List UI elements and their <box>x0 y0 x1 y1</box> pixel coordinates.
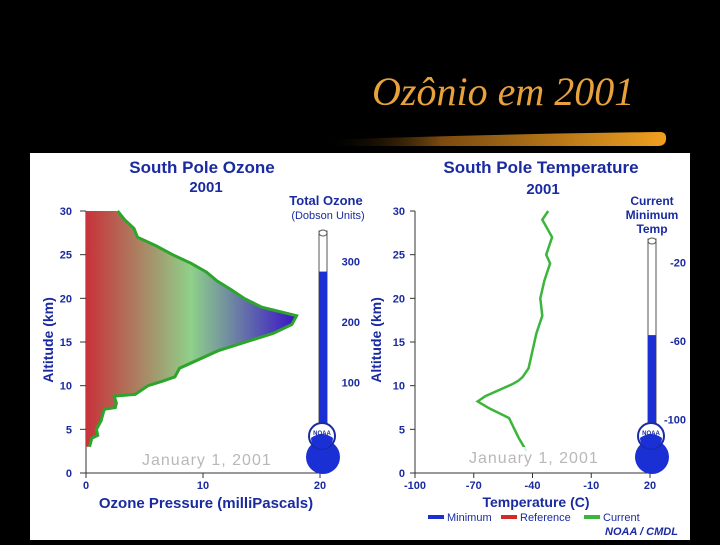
current-min-temp-label-word: Minimum <box>626 208 679 222</box>
ozone-x-tick-label: 20 <box>314 480 326 492</box>
current-min-temp-label-word: Current <box>630 194 673 208</box>
chart-panel: South Pole Ozone 2001 Altitude (km) Ozon… <box>30 153 690 540</box>
legend-label-reference: Reference <box>520 512 571 524</box>
thermometer-cap <box>647 237 657 245</box>
ozone-title: South Pole Ozone <box>129 158 274 177</box>
ozone-y-tick-label: 5 <box>66 424 72 436</box>
temp-x-tick-label: -100 <box>404 480 426 492</box>
temp-legend: Minimum Reference Current <box>428 512 640 524</box>
temp-x-tick-label: -10 <box>583 480 599 492</box>
thermometer-fill <box>648 335 656 443</box>
legend-label-minimum: Minimum <box>447 512 492 524</box>
ozone-x-tick-label: 0 <box>83 480 89 492</box>
thermometer-tick-label: 200 <box>342 317 360 329</box>
ozone-xlabel: Ozone Pressure (milliPascals) <box>99 495 313 512</box>
noaa-logo-text: NOAA <box>642 431 660 437</box>
noaa-cmdl-credit: NOAA / CMDL <box>605 526 678 538</box>
total-ozone-thermometer: 100 200 300 <box>306 229 360 474</box>
temp-y-tick-label: 20 <box>393 293 405 305</box>
ozone-x-tick-label: 10 <box>197 480 209 492</box>
ozone-y-tick-label: 0 <box>66 468 72 480</box>
temp-y-tick-label: 15 <box>393 337 405 349</box>
slide-title: Ozônio em 2001 <box>372 69 635 114</box>
ozone-y-tick-label: 30 <box>60 206 72 218</box>
temp-xlabel: Temperature (C) <box>482 494 589 510</box>
temp-y-tick-label: 5 <box>399 424 405 436</box>
ozone-ylabel: Altitude (km) <box>40 297 56 383</box>
ozone-date-backdrop <box>140 449 290 469</box>
temp-y-tick-label: 25 <box>393 250 405 262</box>
temp-x-axis: -100 -70 -40 -10 20 <box>404 472 656 492</box>
current-min-temp-thermometer: -20 -60 -100 <box>635 237 686 474</box>
legend-label-current: Current <box>603 512 640 524</box>
temp-y-tick-label: 0 <box>399 468 405 480</box>
temp-y-axis: 0 5 10 15 20 25 30 <box>393 206 416 480</box>
temp-x-tick-label: -70 <box>466 480 482 492</box>
ozone-y-axis: 0 5 10 15 20 25 30 <box>60 206 87 480</box>
ozone-subtitle: 2001 <box>189 179 222 196</box>
noaa-logo-wave <box>311 434 333 449</box>
charts-svg: South Pole Ozone 2001 Altitude (km) Ozon… <box>40 158 686 538</box>
total-ozone-units: (Dobson Units) <box>291 210 364 222</box>
temp-y-tick-label: 10 <box>393 381 405 393</box>
temp-series <box>475 210 554 452</box>
temp-date-label: January 1, 2001 <box>469 450 599 467</box>
temp-x-tick-label: 20 <box>644 480 656 492</box>
total-ozone-label: Total Ozone <box>289 193 362 208</box>
ozone-x-axis: 0 10 20 <box>83 472 326 492</box>
thermometer-bulb <box>635 440 669 474</box>
temp-ylabel: Altitude (km) <box>368 297 384 383</box>
temp-subtitle: 2001 <box>526 181 559 198</box>
ozone-date-label: January 1, 2001 <box>142 452 272 469</box>
title-underline-bar <box>320 132 667 146</box>
noaa-logo-text: NOAA <box>313 431 331 437</box>
noaa-logo-ozone: NOAA <box>308 422 336 450</box>
thermometer-tick-label: -100 <box>664 414 686 426</box>
thermometer-fill <box>319 271 327 443</box>
thermometer-tick-label: -20 <box>670 258 686 270</box>
thermometer-tick-label: 300 <box>342 256 360 268</box>
ozone-profile-area <box>86 211 297 447</box>
thermometer-tick-label: -60 <box>670 336 686 348</box>
ozone-y-tick-label: 25 <box>60 250 72 262</box>
ozone-y-tick-label: 20 <box>60 293 72 305</box>
temp-x-tick-label: -40 <box>525 480 541 492</box>
temp-series-current <box>475 210 554 452</box>
thermometer-bulb <box>306 440 340 474</box>
temp-date-backdrop <box>466 447 616 467</box>
ozone-y-tick-label: 15 <box>60 337 72 349</box>
current-min-temp-label-word: Temp <box>636 222 667 236</box>
noaa-logo-temp: NOAA <box>637 422 665 450</box>
ozone-profile-line <box>88 210 299 448</box>
thermometer-tick-label: 100 <box>342 377 360 389</box>
temp-y-tick-label: 30 <box>393 206 405 218</box>
thermometer-cap <box>318 229 328 237</box>
noaa-logo-wave <box>640 434 662 449</box>
ozone-y-tick-label: 10 <box>60 381 72 393</box>
temp-title: South Pole Temperature <box>443 158 638 177</box>
